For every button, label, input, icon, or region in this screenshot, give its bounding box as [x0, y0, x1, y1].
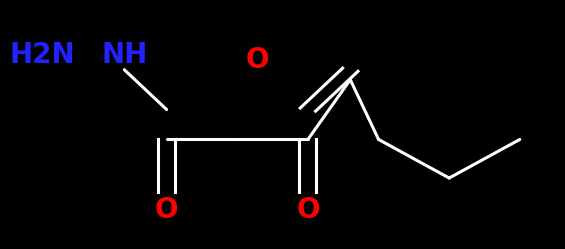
Text: O: O — [296, 196, 320, 224]
Text: NH: NH — [101, 41, 147, 69]
Text: O: O — [245, 46, 269, 74]
Text: O: O — [155, 196, 179, 224]
Text: H2N: H2N — [10, 41, 75, 69]
